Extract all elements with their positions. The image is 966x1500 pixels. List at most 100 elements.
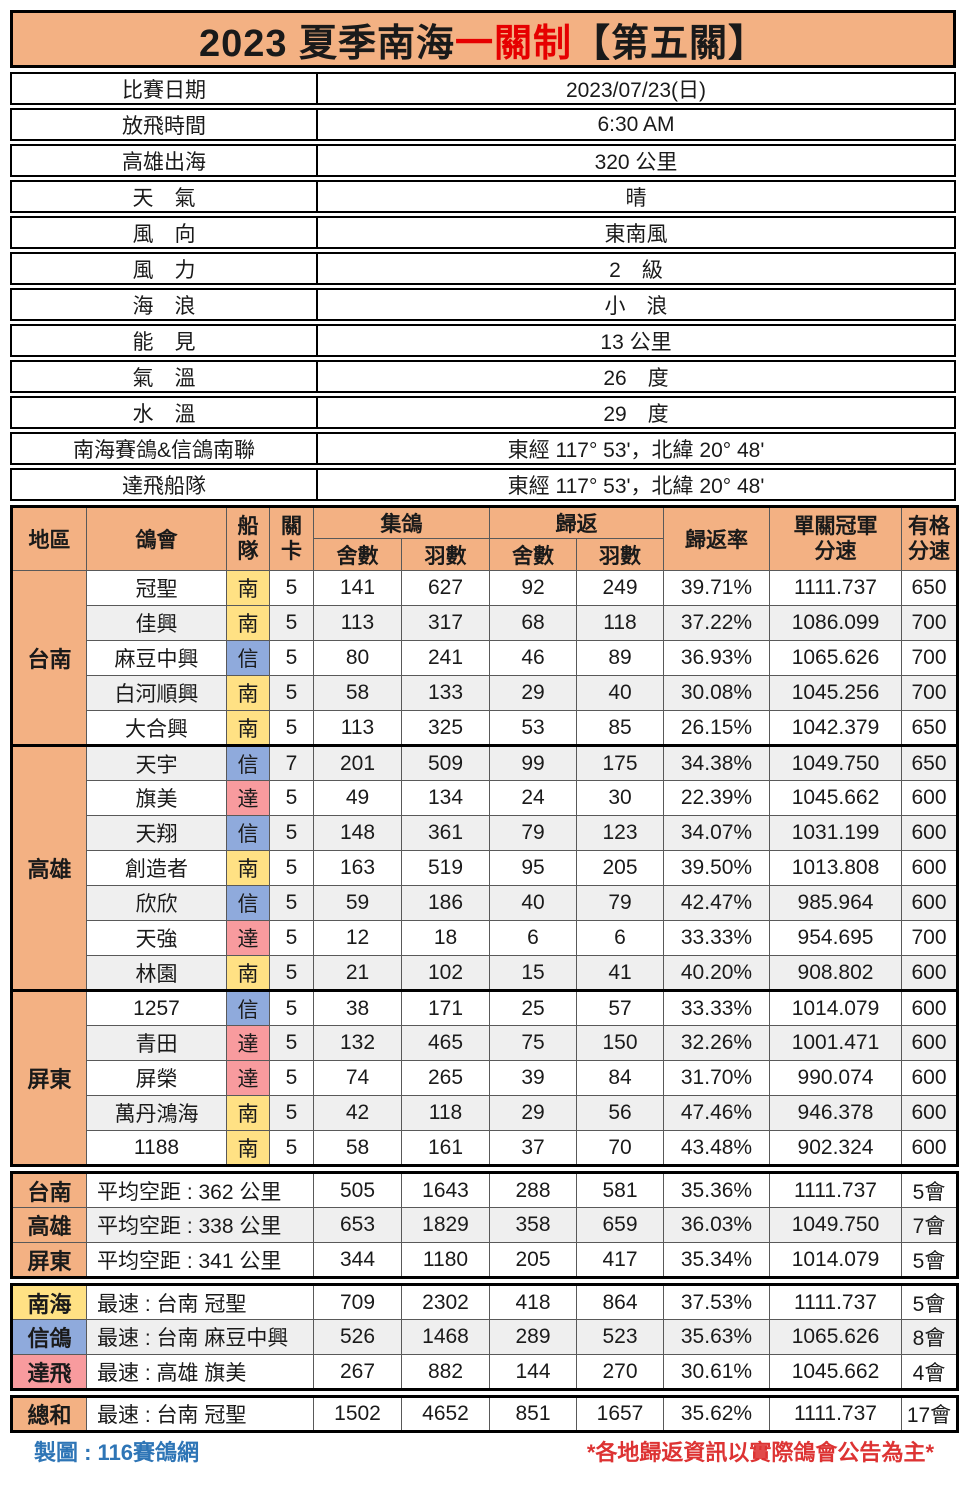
returned-birds-cell: 89: [576, 640, 664, 676]
champion-speed-cell: 908.802: [769, 955, 902, 991]
returned-lofts-cell: 851: [489, 1396, 577, 1432]
returned-birds-cell: 30: [576, 780, 664, 816]
info-label: 水 溫: [12, 398, 318, 427]
qualified-speed-cell: 600: [901, 1060, 958, 1096]
fleet-summary-table: 南海 最速 : 台南 冠聖 709 2302 418 864 37.53% 11…: [10, 1283, 959, 1391]
return-rate-cell: 43.48%: [663, 1130, 770, 1166]
club-cell: 麻豆中興: [86, 640, 227, 676]
champion-speed-cell: 1014.079: [769, 989, 902, 1026]
table-row: 欣欣 信 5 59 186 40 79 42.47% 985.964 600: [12, 885, 958, 921]
info-value: 6:30 AM: [597, 112, 675, 136]
info-label: 風 力: [12, 254, 318, 283]
return-rate-cell: 33.33%: [663, 920, 770, 956]
assembled-lofts-cell: 58: [313, 1130, 402, 1166]
summary-row: 總和 最速 : 台南 冠聖 1502 4652 851 1657 35.62% …: [11, 1396, 958, 1432]
table-row: 萬丹鴻海 南 5 42 118 29 56 47.46% 946.378 600: [12, 1095, 958, 1131]
returned-birds-cell: 84: [576, 1060, 664, 1096]
stage-cell: 5: [269, 885, 314, 921]
returned-birds-cell: 581: [576, 1172, 664, 1208]
assembled-birds-cell: 265: [401, 1060, 490, 1096]
info-row-race-date: 比賽日期 2023/07/23(日): [10, 72, 956, 105]
assembled-lofts-cell: 80: [313, 640, 402, 676]
stage-cell: 5: [269, 570, 314, 606]
info-value: 小 浪: [604, 294, 668, 318]
return-rate-cell: 42.47%: [663, 885, 770, 921]
results-table: 地區 鴿會 船隊 關卡 集鴿 歸返 歸返率 單關冠軍分速 有格分速 舍數 羽數 …: [10, 505, 959, 1167]
returned-lofts-cell: 418: [489, 1284, 577, 1320]
info-label: 天 氣: [12, 182, 318, 211]
title-accent: 一關制: [455, 22, 573, 65]
qualified-speed-cell: 600: [901, 1130, 958, 1166]
info-label: 達飛船隊: [12, 470, 318, 499]
returned-birds-cell: 6: [576, 920, 664, 956]
club-cell: 冠聖: [86, 570, 227, 606]
stage-cell: 5: [269, 850, 314, 886]
header-champion-speed: 單關冠軍分速: [769, 506, 902, 571]
table-row: 1188 南 5 58 161 37 70 43.48% 902.324 600: [12, 1130, 958, 1166]
assembled-birds-cell: 134: [401, 780, 490, 816]
club-cell: 萬丹鴻海: [86, 1095, 227, 1131]
return-rate-cell: 35.36%: [663, 1172, 770, 1208]
assembled-birds-cell: 118: [401, 1095, 490, 1131]
summary-desc: 平均空距 : 338 公里: [86, 1207, 314, 1243]
info-value: 2 級: [609, 258, 663, 282]
returned-birds-cell: 150: [576, 1025, 664, 1061]
table-row: 佳興 南 5 113 317 68 118 37.22% 1086.099 70…: [12, 605, 958, 641]
assembled-lofts-cell: 74: [313, 1060, 402, 1096]
region-cell-kaohsiung: 高雄: [11, 744, 87, 991]
stage-cell: 5: [269, 1025, 314, 1061]
champion-speed-cell: 1065.626: [769, 1319, 902, 1355]
assembled-lofts-cell: 58: [313, 675, 402, 711]
summary-desc: 最速 : 台南 麻豆中興: [86, 1319, 314, 1355]
club-cell: 天強: [86, 920, 227, 956]
header-returned-birds: 羽數: [576, 538, 664, 571]
stage-cell: 5: [269, 1130, 314, 1166]
returned-lofts-cell: 29: [489, 1095, 577, 1131]
info-label: 放飛時間: [12, 110, 318, 139]
assembled-birds-cell: 161: [401, 1130, 490, 1166]
stage-cell: 5: [269, 780, 314, 816]
return-rate-cell: 31.70%: [663, 1060, 770, 1096]
assembled-birds-cell: 133: [401, 675, 490, 711]
club-count-cell: 17會: [901, 1396, 958, 1432]
assembled-lofts-cell: 267: [313, 1354, 402, 1390]
table-row: 創造者 南 5 163 519 95 205 39.50% 1013.808 6…: [12, 850, 958, 886]
info-row-weather: 天 氣 晴: [10, 180, 956, 213]
assembled-birds-cell: 325: [401, 710, 490, 746]
return-rate-cell: 34.38%: [663, 744, 770, 781]
returned-lofts-cell: 25: [489, 989, 577, 1026]
return-rate-cell: 37.22%: [663, 605, 770, 641]
fleet-badge: 達: [226, 920, 270, 956]
returned-lofts-cell: 24: [489, 780, 577, 816]
assembled-lofts-cell: 201: [313, 744, 402, 781]
stage-cell: 5: [269, 920, 314, 956]
region-cell-tainan: 台南: [11, 570, 87, 746]
info-row-wind-force: 風 力 2 級: [10, 252, 956, 285]
returned-birds-cell: 79: [576, 885, 664, 921]
summary-row: 南海 最速 : 台南 冠聖 709 2302 418 864 37.53% 11…: [11, 1284, 958, 1320]
assembled-birds-cell: 186: [401, 885, 490, 921]
return-rate-cell: 35.62%: [663, 1396, 770, 1432]
club-cell: 屏榮: [86, 1060, 227, 1096]
club-count-cell: 5會: [901, 1284, 958, 1320]
qualified-speed-cell: 600: [901, 780, 958, 816]
summary-row: 屏東 平均空距 : 341 公里 344 1180 205 417 35.34%…: [11, 1242, 958, 1278]
summary-desc: 平均空距 : 341 公里: [86, 1242, 314, 1278]
club-count-cell: 5會: [901, 1172, 958, 1208]
info-row-distance-offshore: 高雄出海 320 公里: [10, 144, 956, 177]
summary-row: 台南 平均空距 : 362 公里 505 1643 288 581 35.36%…: [11, 1172, 958, 1208]
returned-birds-cell: 270: [576, 1354, 664, 1390]
club-cell: 創造者: [86, 850, 227, 886]
return-rate-cell: 33.33%: [663, 989, 770, 1026]
champion-speed-cell: 1045.662: [769, 780, 902, 816]
qualified-speed-cell: 600: [901, 955, 958, 991]
champion-speed-cell: 1045.662: [769, 1354, 902, 1390]
footer-credit: 製圖 : 116賽鴿網: [34, 1440, 200, 1465]
club-cell: 1257: [86, 989, 227, 1026]
assembled-birds-cell: 1180: [401, 1242, 490, 1278]
assembled-lofts-cell: 42: [313, 1095, 402, 1131]
info-row-nanhai-coordinates: 南海賽鴿&信鴿南聯 東經 117° 53'，北緯 20° 48': [10, 432, 956, 465]
footer: 製圖 : 116賽鴿網 *各地歸返資訊以實際鴿會公告為主*: [10, 1438, 956, 1465]
return-rate-cell: 35.34%: [663, 1242, 770, 1278]
club-cell: 佳興: [86, 605, 227, 641]
